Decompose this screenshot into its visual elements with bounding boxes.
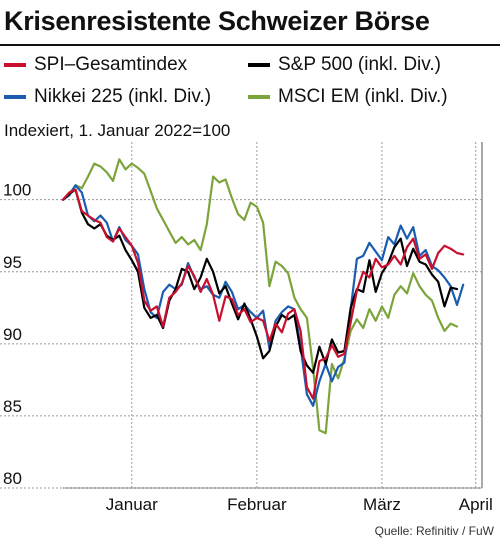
y-tick-label: 90 xyxy=(3,325,22,344)
legend-label-msci: MSCI EM (inkl. Div.) xyxy=(278,86,448,107)
series-line-1 xyxy=(61,188,459,374)
legend-swatch-msci xyxy=(248,95,270,99)
legend-item-spi: SPI–Gesamtindex xyxy=(4,52,187,78)
x-tick-label: Januar xyxy=(106,495,158,514)
legend-item-sp500: S&P 500 (inkl. Div.) xyxy=(248,52,441,78)
y-tick-label: 80 xyxy=(3,469,22,488)
y-tick-label: 95 xyxy=(3,253,22,272)
chart-title: Krisenresistente Schweizer Börse xyxy=(4,6,430,36)
title-divider xyxy=(0,44,500,46)
legend-swatch-spi xyxy=(4,63,26,67)
legend-item-msci: MSCI EM (inkl. Div.) xyxy=(248,84,448,110)
x-tick-label: Februar xyxy=(227,495,287,514)
legend-item-nikkei: Nikkei 225 (inkl. Div.) xyxy=(4,84,211,110)
legend-label-spi: SPI–Gesamtindex xyxy=(34,54,188,75)
series-line-2 xyxy=(61,184,465,407)
x-tick-label: März xyxy=(363,495,401,514)
legend-swatch-nikkei xyxy=(4,95,26,99)
series-line-0 xyxy=(61,188,465,400)
source-note: Quelle: Refinitiv / FuW xyxy=(374,524,494,538)
y-tick-label: 100 xyxy=(3,181,31,200)
legend-swatch-sp500 xyxy=(248,63,270,67)
legend-label-sp500: S&P 500 (inkl. Div.) xyxy=(278,54,441,75)
chart-subtitle: Indexiert, 1. Januar 2022=100 xyxy=(4,121,231,140)
series-line-3 xyxy=(61,158,459,435)
legend-label-nikkei: Nikkei 225 (inkl. Div.) xyxy=(34,86,212,107)
y-tick-label: 85 xyxy=(3,397,22,416)
x-tick-label: April xyxy=(459,495,493,514)
